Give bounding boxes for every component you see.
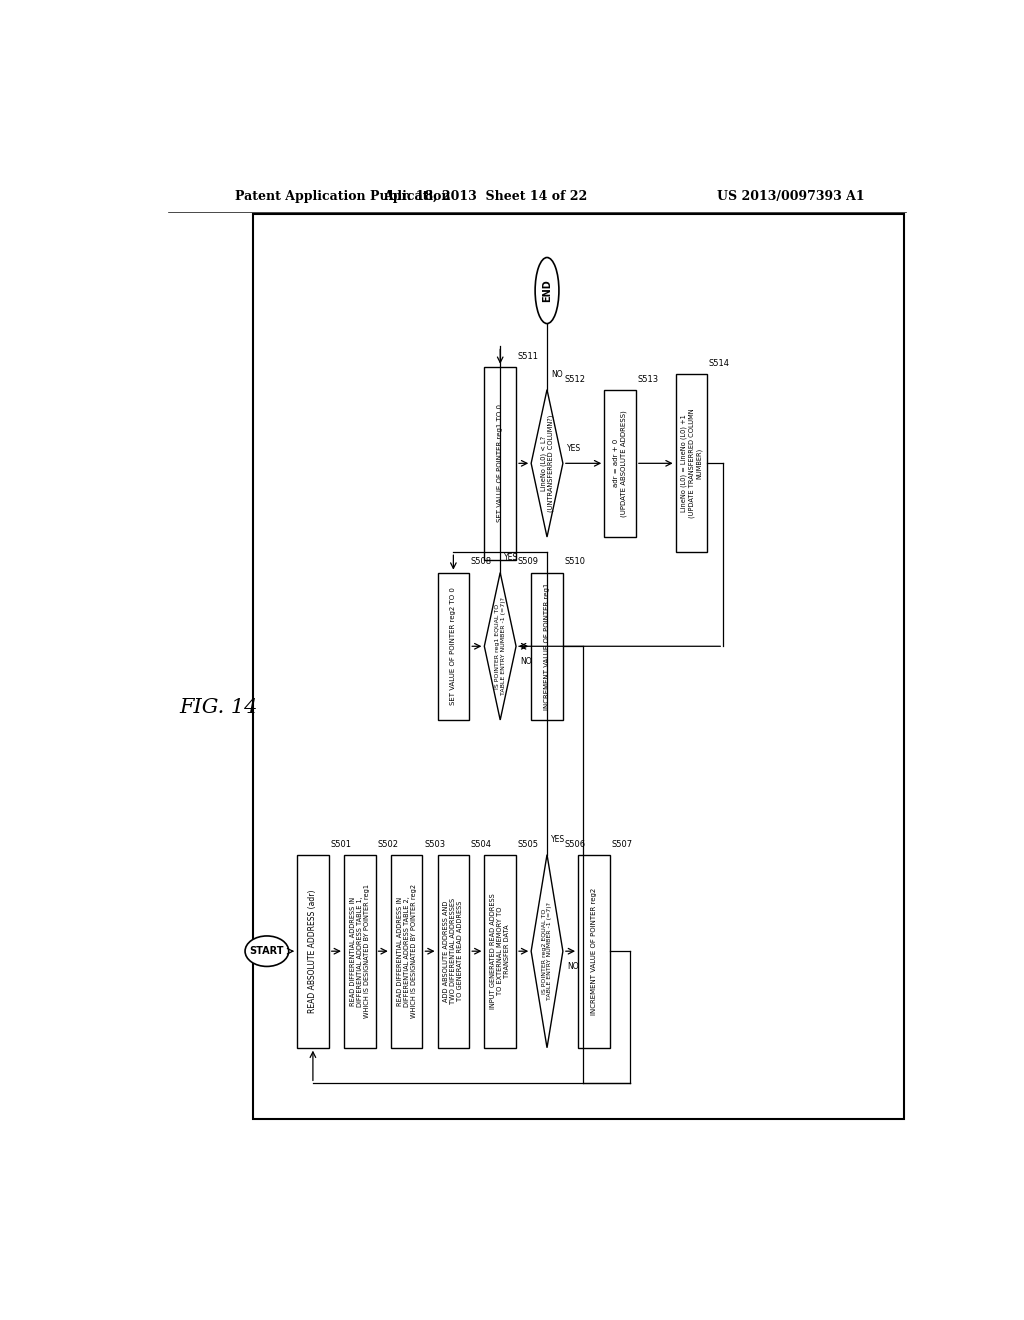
FancyBboxPatch shape — [297, 854, 329, 1048]
Text: LineNo (L0) < L?
(UNTRANSFERRED COLUMN?): LineNo (L0) < L? (UNTRANSFERRED COLUMN?) — [540, 414, 554, 512]
Polygon shape — [531, 389, 563, 537]
Text: S510: S510 — [564, 557, 586, 566]
Text: YES: YES — [504, 553, 518, 562]
Text: YES: YES — [567, 444, 581, 453]
Text: S512: S512 — [564, 375, 586, 384]
Text: ADD ABSOLUTE ADDRESS AND
TWO DIFFERENTIAL ADDRESSES
TO GENERATE READ ADDRESS: ADD ABSOLUTE ADDRESS AND TWO DIFFERENTIA… — [443, 898, 464, 1005]
Text: IS POINTER reg2 EQUAL TO
TABLE ENTRY NUMBER -1 (=7)?: IS POINTER reg2 EQUAL TO TABLE ENTRY NUM… — [542, 902, 552, 1001]
Text: S514: S514 — [709, 359, 730, 368]
Text: SET VALUE OF POINTER reg2 TO 0: SET VALUE OF POINTER reg2 TO 0 — [451, 587, 457, 705]
FancyBboxPatch shape — [437, 854, 469, 1048]
Text: S505: S505 — [518, 840, 539, 849]
Text: S509: S509 — [518, 557, 539, 566]
FancyBboxPatch shape — [344, 854, 376, 1048]
Text: NO: NO — [551, 370, 562, 379]
Text: READ DIFFERENTIAL ADDRESS IN
DIFFERENTIAL ADDRESS TABLE 2,
WHICH IS DESIGNATED B: READ DIFFERENTIAL ADDRESS IN DIFFERENTIA… — [396, 884, 417, 1018]
Polygon shape — [484, 573, 516, 719]
Text: YES: YES — [551, 834, 565, 843]
Text: S502: S502 — [377, 840, 398, 849]
Text: S503: S503 — [424, 840, 445, 849]
Text: S501: S501 — [331, 840, 351, 849]
Polygon shape — [531, 854, 563, 1048]
Text: READ ABSOLUTE ADDRESS (adr): READ ABSOLUTE ADDRESS (adr) — [308, 890, 317, 1012]
Text: S504: S504 — [471, 840, 492, 849]
FancyBboxPatch shape — [578, 854, 609, 1048]
Text: FIG. 14: FIG. 14 — [179, 698, 258, 717]
Text: END: END — [542, 279, 552, 302]
Text: S507: S507 — [611, 840, 633, 849]
Text: US 2013/0097393 A1: US 2013/0097393 A1 — [717, 190, 864, 202]
Text: INCREMENT VALUE OF POINTER reg2: INCREMENT VALUE OF POINTER reg2 — [591, 887, 597, 1015]
FancyBboxPatch shape — [437, 573, 469, 719]
Text: S513: S513 — [638, 375, 658, 384]
Text: READ DIFFERENTIAL ADDRESS IN
DIFFERENTIAL ADDRESS TABLE 1,
WHICH IS DESIGNATED B: READ DIFFERENTIAL ADDRESS IN DIFFERENTIA… — [350, 884, 370, 1018]
Text: INCREMENT VALUE OF POINTER reg1: INCREMENT VALUE OF POINTER reg1 — [544, 582, 550, 710]
Ellipse shape — [245, 936, 289, 966]
Text: NO: NO — [567, 962, 579, 972]
Text: adr = adr + 0
(UPDATE ABSOLUTE ADDRESS): adr = adr + 0 (UPDATE ABSOLUTE ADDRESS) — [613, 411, 627, 516]
FancyBboxPatch shape — [484, 367, 516, 560]
Text: INPUT GENERATED READ ADDRESS
TO EXTERNAL MEMORY TO
TRANSFER DATA: INPUT GENERATED READ ADDRESS TO EXTERNAL… — [490, 894, 510, 1008]
Text: START: START — [250, 946, 284, 956]
Text: S508: S508 — [471, 557, 492, 566]
Text: Patent Application Publication: Patent Application Publication — [236, 190, 451, 202]
FancyBboxPatch shape — [253, 214, 904, 1119]
FancyBboxPatch shape — [391, 854, 423, 1048]
Text: IS POINTER reg1 EQUAL TO
TABLE ENTRY NUMBER -1 (=7)?: IS POINTER reg1 EQUAL TO TABLE ENTRY NUM… — [495, 597, 506, 696]
Text: LineNo (L0) = LineNo (L0) +1
(UPDATE TRANSFERRED COLUMN
NUMBER): LineNo (L0) = LineNo (L0) +1 (UPDATE TRA… — [681, 408, 702, 519]
Text: S506: S506 — [564, 840, 586, 849]
Text: S511: S511 — [518, 351, 539, 360]
Text: NO: NO — [520, 657, 531, 667]
FancyBboxPatch shape — [676, 375, 708, 552]
FancyBboxPatch shape — [531, 573, 563, 719]
Ellipse shape — [536, 257, 559, 323]
FancyBboxPatch shape — [484, 854, 516, 1048]
FancyBboxPatch shape — [604, 389, 636, 537]
Text: Apr. 18, 2013  Sheet 14 of 22: Apr. 18, 2013 Sheet 14 of 22 — [383, 190, 587, 202]
Text: SET VALUE OF POINTER reg1 TO 0: SET VALUE OF POINTER reg1 TO 0 — [498, 404, 503, 523]
